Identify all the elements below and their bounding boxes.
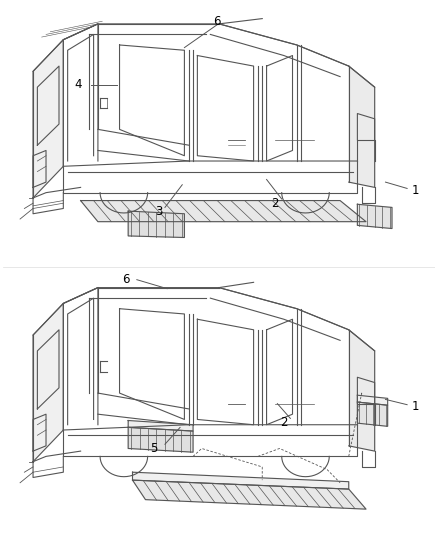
Text: 6: 6 bbox=[122, 273, 130, 286]
Polygon shape bbox=[33, 303, 64, 462]
Polygon shape bbox=[349, 66, 374, 188]
Text: 3: 3 bbox=[155, 205, 162, 217]
Polygon shape bbox=[357, 402, 388, 426]
Text: 1: 1 bbox=[412, 400, 420, 413]
Polygon shape bbox=[33, 39, 64, 198]
Polygon shape bbox=[81, 200, 366, 222]
Text: 4: 4 bbox=[75, 78, 82, 91]
Polygon shape bbox=[128, 421, 193, 431]
Polygon shape bbox=[128, 211, 184, 238]
Polygon shape bbox=[357, 395, 388, 405]
Text: 2: 2 bbox=[272, 197, 279, 209]
Polygon shape bbox=[128, 427, 193, 452]
Polygon shape bbox=[349, 330, 374, 451]
Polygon shape bbox=[133, 480, 366, 509]
Text: 6: 6 bbox=[213, 15, 221, 28]
Text: 5: 5 bbox=[150, 442, 158, 455]
Text: 1: 1 bbox=[412, 183, 420, 197]
Text: 2: 2 bbox=[280, 416, 288, 429]
Polygon shape bbox=[357, 204, 392, 229]
Polygon shape bbox=[133, 472, 349, 489]
